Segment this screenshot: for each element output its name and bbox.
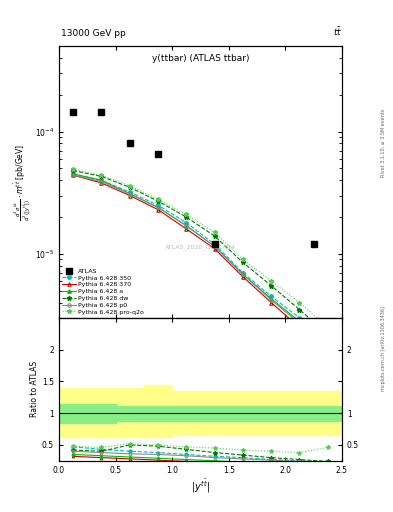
Pythia 6.428 370	[241, 273, 245, 280]
Pythia 6.428 pro-q2o	[127, 183, 132, 189]
Pythia 6.428 pro-q2o	[156, 196, 160, 202]
Pythia 6.428 370	[156, 206, 160, 212]
Pythia 6.428 dw	[241, 260, 245, 266]
Legend: ATLAS, Pythia 6.428 350, Pythia 6.428 370, Pythia 6.428 a, Pythia 6.428 dw, Pyth: ATLAS, Pythia 6.428 350, Pythia 6.428 37…	[61, 267, 145, 316]
Pythia 6.428 dw	[156, 198, 160, 204]
Pythia 6.428 a	[325, 345, 330, 351]
Pythia 6.428 350	[212, 241, 217, 247]
Pythia 6.428 pro-q2o	[241, 257, 245, 263]
Line: ATLAS: ATLAS	[70, 109, 316, 247]
Pythia 6.428 350	[325, 342, 330, 348]
Pythia 6.428 a	[99, 177, 104, 183]
Pythia 6.428 350	[71, 171, 75, 177]
Pythia 6.428 350	[99, 177, 104, 183]
Text: $t\bar{t}$: $t\bar{t}$	[332, 26, 342, 38]
Pythia 6.428 350	[297, 315, 302, 321]
Pythia 6.428 350	[184, 220, 189, 226]
Pythia 6.428 a	[127, 190, 132, 197]
Pythia 6.428 370	[71, 172, 75, 178]
Pythia 6.428 a	[212, 243, 217, 249]
Pythia 6.428 350	[241, 270, 245, 276]
Pythia 6.428 dw	[212, 233, 217, 239]
ATLAS	[156, 152, 160, 158]
Pythia 6.428 a	[184, 223, 189, 229]
Pythia 6.428 370	[184, 226, 189, 232]
Pythia 6.428 350	[127, 189, 132, 195]
Pythia 6.428 a	[297, 318, 302, 325]
ATLAS	[212, 241, 217, 247]
Text: mcplots.cern.ch [arXiv:1306.3436]: mcplots.cern.ch [arXiv:1306.3436]	[381, 306, 386, 391]
Pythia 6.428 370	[99, 180, 104, 186]
Pythia 6.428 p0	[127, 190, 132, 197]
Line: Pythia 6.428 dw: Pythia 6.428 dw	[71, 168, 330, 337]
Line: Pythia 6.428 370: Pythia 6.428 370	[72, 174, 329, 356]
Pythia 6.428 dw	[71, 167, 75, 174]
Y-axis label: Ratio to ATLAS: Ratio to ATLAS	[30, 361, 39, 417]
ATLAS	[99, 109, 104, 115]
Pythia 6.428 p0	[269, 297, 274, 303]
Pythia 6.428 pro-q2o	[71, 166, 75, 173]
Pythia 6.428 a	[156, 204, 160, 210]
Y-axis label: $\frac{d^2\sigma^{\rm id}}{d^2(|y^{t\bar{t}}|)} \cdot m^{t\bar{t}}$ [pb/GeV]: $\frac{d^2\sigma^{\rm id}}{d^2(|y^{t\bar…	[13, 143, 33, 221]
Pythia 6.428 dw	[99, 173, 104, 179]
Pythia 6.428 p0	[99, 179, 104, 185]
Pythia 6.428 370	[269, 300, 274, 306]
Pythia 6.428 dw	[269, 283, 274, 289]
Pythia 6.428 pro-q2o	[99, 172, 104, 178]
Pythia 6.428 350	[269, 293, 274, 300]
X-axis label: $|y^{t\bar{t}}|$: $|y^{t\bar{t}}|$	[191, 477, 210, 495]
Pythia 6.428 p0	[241, 271, 245, 278]
Pythia 6.428 pro-q2o	[325, 325, 330, 331]
Pythia 6.428 p0	[325, 348, 330, 354]
Pythia 6.428 p0	[71, 172, 75, 178]
ATLAS	[311, 241, 316, 247]
Pythia 6.428 p0	[156, 204, 160, 210]
Pythia 6.428 dw	[297, 307, 302, 313]
Pythia 6.428 dw	[184, 214, 189, 220]
Pythia 6.428 a	[71, 171, 75, 177]
Pythia 6.428 370	[325, 352, 330, 358]
Pythia 6.428 dw	[127, 184, 132, 190]
ATLAS	[71, 109, 75, 115]
Pythia 6.428 350	[156, 202, 160, 208]
Line: Pythia 6.428 a: Pythia 6.428 a	[72, 172, 329, 350]
Pythia 6.428 dw	[325, 331, 330, 337]
Pythia 6.428 p0	[184, 223, 189, 229]
Line: Pythia 6.428 p0: Pythia 6.428 p0	[72, 174, 329, 353]
Text: y(ttbar) (ATLAS ttbar): y(ttbar) (ATLAS ttbar)	[152, 54, 249, 63]
Pythia 6.428 pro-q2o	[269, 278, 274, 284]
Pythia 6.428 a	[269, 295, 274, 302]
Pythia 6.428 370	[212, 246, 217, 252]
Line: Pythia 6.428 pro-q2o: Pythia 6.428 pro-q2o	[71, 167, 330, 330]
Pythia 6.428 p0	[212, 243, 217, 249]
ATLAS	[127, 140, 132, 146]
Line: Pythia 6.428 350: Pythia 6.428 350	[72, 172, 329, 347]
Pythia 6.428 pro-q2o	[184, 211, 189, 218]
Text: 13000 GeV pp: 13000 GeV pp	[61, 29, 126, 38]
Pythia 6.428 p0	[297, 321, 302, 327]
Pythia 6.428 370	[297, 325, 302, 331]
Pythia 6.428 pro-q2o	[297, 300, 302, 306]
Pythia 6.428 a	[241, 271, 245, 278]
Pythia 6.428 370	[127, 193, 132, 199]
Pythia 6.428 pro-q2o	[212, 229, 217, 236]
Text: Rivet 3.1.10, ≥ 3.5M events: Rivet 3.1.10, ≥ 3.5M events	[381, 109, 386, 178]
Text: ATLAS_2020_I1801434: ATLAS_2020_I1801434	[165, 244, 236, 250]
